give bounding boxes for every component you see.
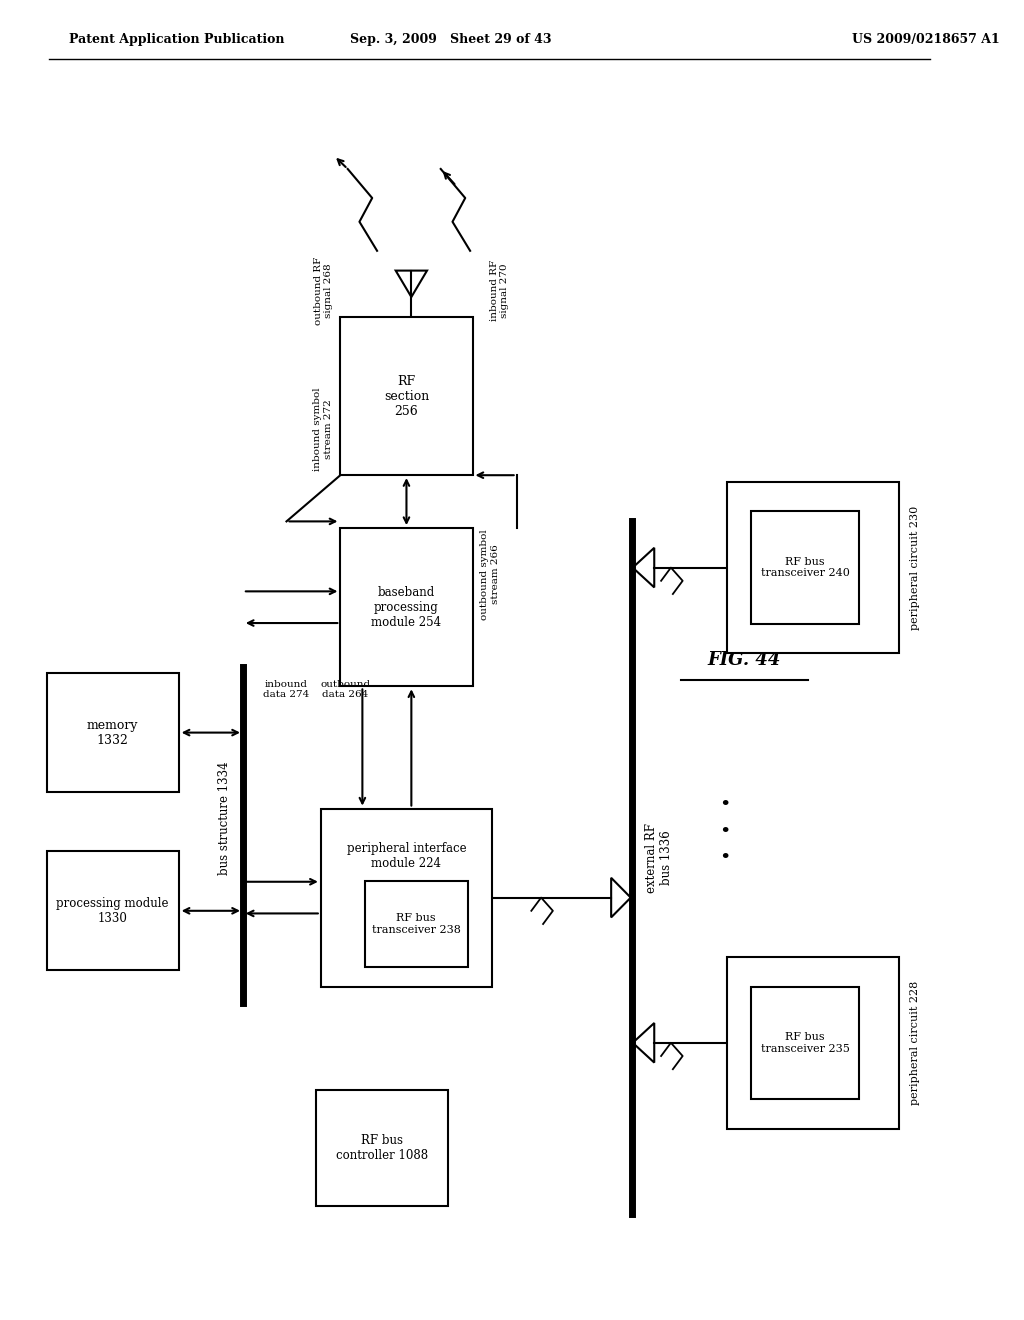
Text: inbound
data 274: inbound data 274 <box>263 680 309 700</box>
FancyBboxPatch shape <box>340 317 472 475</box>
Text: peripheral circuit 228: peripheral circuit 228 <box>910 981 921 1105</box>
Text: RF
section
256: RF section 256 <box>384 375 429 417</box>
Text: •: • <box>719 796 730 814</box>
FancyBboxPatch shape <box>46 673 179 792</box>
Text: peripheral circuit 230: peripheral circuit 230 <box>910 506 921 630</box>
FancyBboxPatch shape <box>727 482 899 653</box>
Text: external RF
bus 1336: external RF bus 1336 <box>645 822 674 894</box>
Text: inbound RF
signal 270: inbound RF signal 270 <box>489 260 509 321</box>
Text: inbound symbol
stream 272: inbound symbol stream 272 <box>313 387 333 471</box>
Text: baseband
processing
module 254: baseband processing module 254 <box>372 586 441 628</box>
Text: RF bus
transceiver 240: RF bus transceiver 240 <box>761 557 850 578</box>
Text: RF bus
controller 1088: RF bus controller 1088 <box>336 1134 428 1163</box>
Text: processing module
1330: processing module 1330 <box>56 896 169 925</box>
FancyBboxPatch shape <box>752 987 859 1098</box>
Text: memory
1332: memory 1332 <box>87 718 138 747</box>
Text: •: • <box>719 822 730 841</box>
Text: bus structure 1334: bus structure 1334 <box>218 762 231 875</box>
Text: Sep. 3, 2009   Sheet 29 of 43: Sep. 3, 2009 Sheet 29 of 43 <box>350 33 551 46</box>
FancyBboxPatch shape <box>727 957 899 1129</box>
FancyBboxPatch shape <box>340 528 472 686</box>
Text: RF bus
transceiver 238: RF bus transceiver 238 <box>372 913 461 935</box>
Text: •: • <box>719 849 730 867</box>
FancyBboxPatch shape <box>46 851 179 970</box>
Text: RF bus
transceiver 235: RF bus transceiver 235 <box>761 1032 850 1053</box>
Text: peripheral interface
module 224: peripheral interface module 224 <box>347 842 466 870</box>
FancyBboxPatch shape <box>365 882 468 966</box>
Text: FIG. 44: FIG. 44 <box>708 651 781 669</box>
FancyBboxPatch shape <box>321 808 493 987</box>
FancyBboxPatch shape <box>315 1090 449 1206</box>
FancyBboxPatch shape <box>752 511 859 623</box>
Text: Patent Application Publication: Patent Application Publication <box>69 33 284 46</box>
Text: outbound symbol
stream 266: outbound symbol stream 266 <box>480 529 500 619</box>
Text: outbound
data 264: outbound data 264 <box>321 680 371 700</box>
Text: US 2009/0218657 A1: US 2009/0218657 A1 <box>852 33 999 46</box>
Text: outbound RF
signal 268: outbound RF signal 268 <box>313 256 333 325</box>
